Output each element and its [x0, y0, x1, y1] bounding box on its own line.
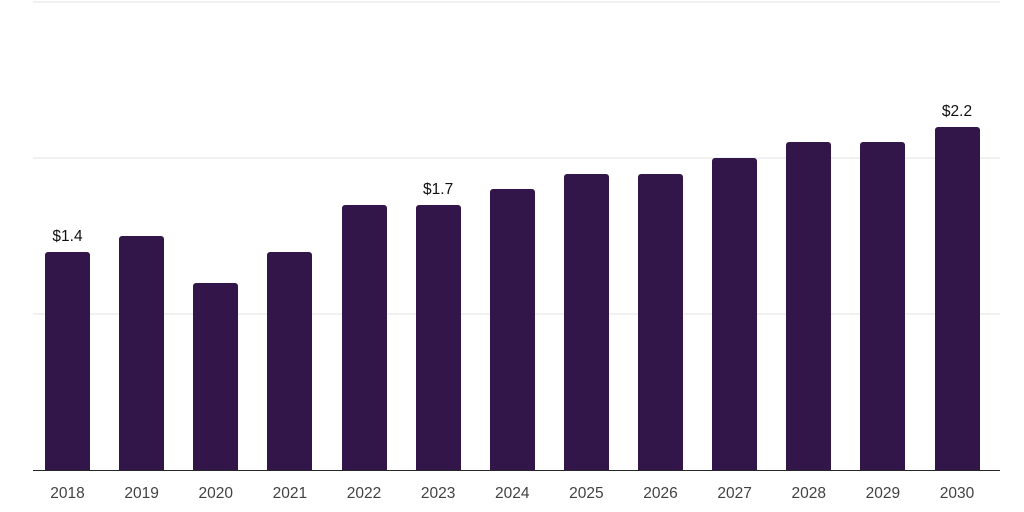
- bar-2022: [341, 204, 387, 470]
- gridline-y-2: [33, 157, 1000, 159]
- x-tick-label-2023: 2023: [420, 485, 456, 502]
- bar-2018: [45, 251, 90, 470]
- bar-2025: [563, 173, 609, 470]
- bar-2030: [934, 126, 980, 470]
- x-tick-label-2029: 2029: [865, 485, 901, 502]
- x-tick-label-2024: 2024: [495, 485, 530, 502]
- x-tick-label-2025: 2025: [569, 485, 604, 502]
- x-tick-label-2020: 2020: [198, 485, 233, 502]
- x-tick-label-2019: 2019: [124, 485, 159, 502]
- x-tick-label-2027: 2027: [717, 485, 752, 502]
- x-tick-label-2030: 2030: [939, 485, 975, 502]
- bar-2019: [119, 236, 165, 470]
- x-tick-label-2026: 2026: [643, 485, 678, 502]
- x-tick-label-2018: 2018: [50, 485, 85, 502]
- bar-2028: [786, 142, 832, 470]
- bar-2029: [860, 142, 906, 470]
- value-label-2023: $1.7: [423, 180, 454, 198]
- bar-2023: [415, 204, 461, 470]
- bar-2026: [638, 173, 683, 470]
- x-tick-label-2021: 2021: [272, 485, 308, 502]
- x-tick-label-2022: 2022: [346, 485, 382, 502]
- gridline-y-3: [33, 1, 1000, 3]
- value-label-2018: $1.4: [52, 227, 83, 245]
- x-axis-line: [33, 469, 1000, 471]
- bar-2027: [712, 158, 758, 470]
- bar-2020: [193, 282, 239, 470]
- value-label-2030: $2.2: [941, 102, 973, 120]
- bar-2021: [267, 251, 313, 470]
- x-tick-label-2028: 2028: [791, 485, 826, 502]
- bar-2024: [489, 189, 535, 470]
